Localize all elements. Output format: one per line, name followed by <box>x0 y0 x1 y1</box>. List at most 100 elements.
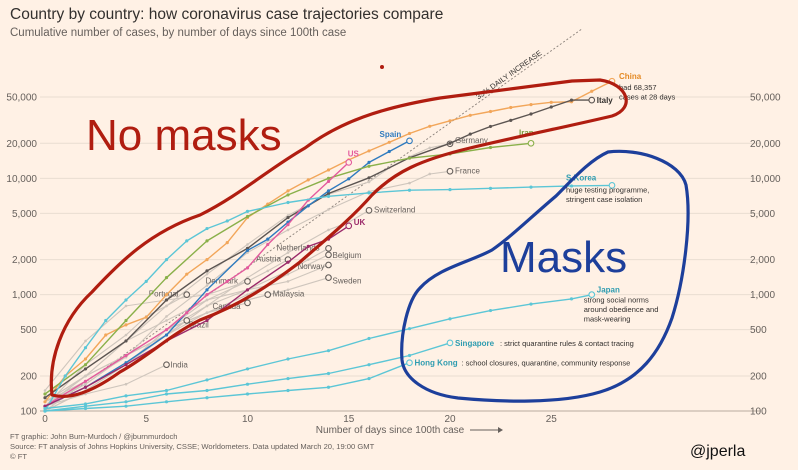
data-point-hong-kong <box>367 376 371 381</box>
series-label-switzerland: Switzerland <box>374 205 415 214</box>
y-tick-label-right: 10,000 <box>750 174 781 185</box>
data-point-iran <box>124 318 128 323</box>
series-label-malaysia: Malaysia <box>273 290 305 299</box>
data-point-hong-kong <box>164 400 169 404</box>
data-point-japan <box>407 327 412 331</box>
author-handle: @jperla <box>690 443 746 460</box>
data-point-s-korea <box>144 279 148 284</box>
data-point-austria <box>266 269 270 273</box>
data-point-china <box>529 103 533 107</box>
data-point-iran <box>43 392 47 396</box>
series-label-france: France <box>455 166 480 175</box>
data-point-china <box>407 131 412 136</box>
series-label-netherlands: Netherlands <box>277 243 320 252</box>
series-italy: Italy <box>43 96 614 400</box>
series-singapore: Singapore: strict quarantine rules & con… <box>43 339 634 413</box>
series-line-japan <box>44 294 592 410</box>
data-point-japan <box>83 402 88 406</box>
end-marker-s-korea <box>608 182 616 189</box>
data-point-germany <box>246 243 249 246</box>
series-label-us: US <box>348 149 360 158</box>
end-marker-france <box>446 167 454 175</box>
data-point-france <box>286 228 290 232</box>
data-point-switzerland <box>327 228 330 232</box>
y-tick-label-right: 500 <box>750 325 767 336</box>
data-point-china <box>83 357 88 361</box>
data-point-italy <box>83 367 88 371</box>
data-point-iran <box>407 156 412 160</box>
data-point-spain <box>164 333 169 337</box>
data-point-uk <box>83 385 88 389</box>
data-point-italy <box>286 215 290 220</box>
footer: FT graphic: John Burn-Murdoch / @jburnmu… <box>10 432 374 462</box>
y-tick-label-right: 100 <box>750 407 767 418</box>
data-point-singapore <box>286 376 290 381</box>
data-point-s-korea <box>286 200 290 205</box>
end-marker-canada <box>244 299 251 307</box>
data-point-hong-kong <box>286 388 290 393</box>
footer-source: Source: FT analysis of Johns Hopkins Uni… <box>10 442 375 451</box>
series-label-spain: Spain <box>380 130 402 139</box>
data-point-spain <box>306 204 310 208</box>
data-point-spain <box>245 248 250 253</box>
series-s-korea: S Korea huge testing programme,stringent … <box>43 173 649 413</box>
series-label-italy: Italy <box>597 96 614 105</box>
data-point-s-korea <box>529 185 533 189</box>
y-tick-label-right: 50,000 <box>750 93 781 104</box>
data-point-china <box>326 168 331 172</box>
data-point-spain <box>326 189 331 193</box>
x-tick-label: 20 <box>444 414 456 425</box>
data-point-france <box>327 208 330 211</box>
data-point-hong-kong <box>83 406 88 411</box>
data-point-s-korea <box>245 209 250 213</box>
data-point-japan <box>124 394 128 398</box>
data-point-italy <box>468 132 472 136</box>
data-point-china <box>144 315 148 319</box>
data-point-china <box>468 113 472 117</box>
data-point-italy <box>326 191 331 196</box>
y-tick-label-left: 1,000 <box>12 290 37 301</box>
data-point-uk <box>306 244 310 248</box>
data-point-italy <box>509 118 513 122</box>
data-point-iran <box>83 363 88 367</box>
data-point-italy <box>549 105 553 109</box>
end-marker-singapore <box>446 339 454 347</box>
x-tick-label: 5 <box>143 414 149 425</box>
series-label-uk: UK <box>354 218 366 227</box>
data-point-france <box>205 284 209 287</box>
y-tick-label-left: 20,000 <box>6 139 37 150</box>
data-point-italy <box>205 269 209 273</box>
data-point-s-korea <box>488 186 493 190</box>
data-point-switzerland <box>286 251 290 254</box>
data-point-italy <box>43 396 47 400</box>
series-line-france <box>44 170 451 412</box>
y-tick-label-left: 10,000 <box>6 174 37 185</box>
series-label-norway: Norway <box>298 262 325 271</box>
x-tick-label: 15 <box>343 414 355 425</box>
y-tick-label-right: 200 <box>750 371 767 382</box>
y-tick-label-left: 100 <box>20 407 37 418</box>
series-label-china: China <box>619 72 642 81</box>
data-point-japan <box>326 349 331 353</box>
data-point-japan <box>43 406 47 411</box>
y-tick-label-right: 2,000 <box>750 255 775 266</box>
series-label-hong-kong: Hong Kong <box>415 359 458 368</box>
y-tick-label-right: 1,000 <box>750 290 775 301</box>
data-point-uk <box>205 318 209 323</box>
data-point-denmark <box>43 389 47 392</box>
data-point-japan <box>569 297 574 301</box>
data-point-france <box>165 315 168 318</box>
end-marker-us <box>345 159 353 166</box>
data-point-hong-kong <box>245 392 250 396</box>
series-spain: Spain <box>43 130 413 408</box>
data-point-china <box>549 100 553 104</box>
x-axis-arrow-head <box>498 427 503 433</box>
data-point-hong-kong <box>326 385 331 389</box>
data-point-china <box>164 293 169 297</box>
data-point-s-korea <box>448 187 452 192</box>
data-point-italy <box>529 112 533 116</box>
x-tick-label: 0 <box>42 414 48 425</box>
data-point-japan <box>245 367 250 371</box>
data-point-portugal <box>165 304 168 308</box>
data-point-netherlands <box>306 258 310 261</box>
